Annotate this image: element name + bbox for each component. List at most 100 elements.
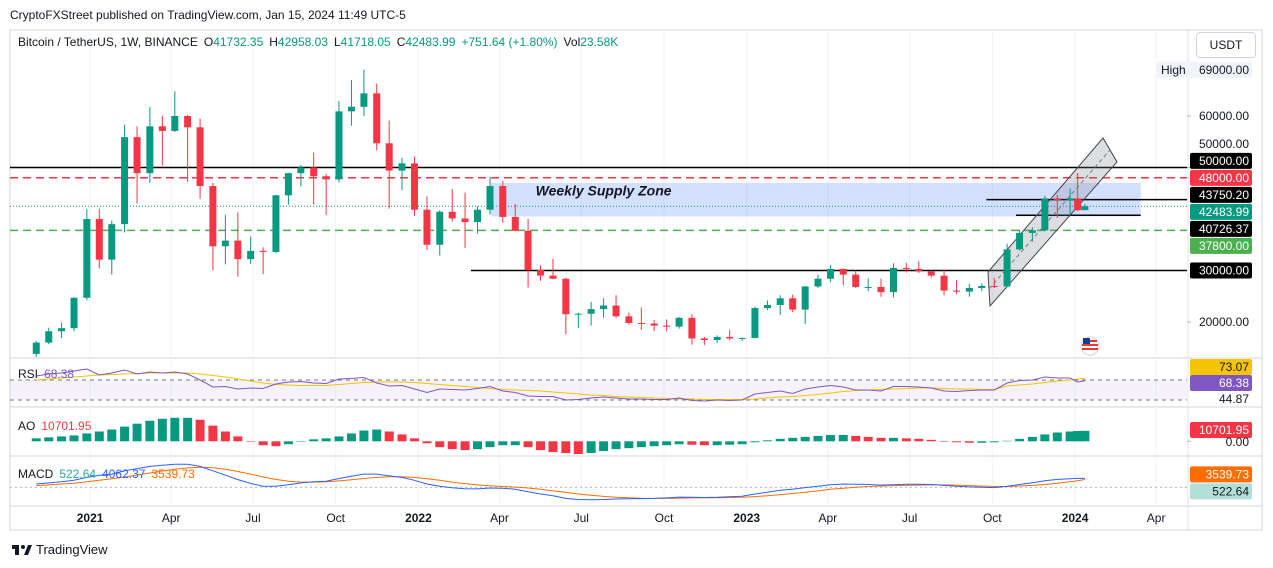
price-label: 50000.00 bbox=[1199, 154, 1249, 168]
price-label: 44.87 bbox=[1219, 392, 1249, 406]
price-label-bg bbox=[1190, 262, 1252, 279]
ao-bar bbox=[1040, 434, 1050, 442]
price-label-bg bbox=[1190, 169, 1252, 186]
price-label: 3539.73 bbox=[1206, 468, 1250, 482]
price-label: 30000.00 bbox=[1199, 264, 1249, 278]
high-label-bg bbox=[1157, 61, 1252, 78]
ao-bar bbox=[44, 437, 54, 442]
candle-body bbox=[1003, 249, 1011, 287]
candle-body bbox=[801, 286, 809, 310]
macd-signal-line bbox=[36, 466, 1085, 499]
candle-body bbox=[511, 216, 519, 231]
ao-bar bbox=[851, 435, 861, 442]
candle-body bbox=[184, 115, 192, 128]
x-tick-label: 2023 bbox=[733, 511, 760, 525]
ohlc-key: L bbox=[333, 35, 341, 49]
candle-body bbox=[524, 230, 532, 270]
ao-bar bbox=[447, 441, 457, 450]
ao-bar bbox=[649, 441, 659, 447]
rsi-name: RSI bbox=[18, 367, 39, 381]
ao-bar bbox=[977, 441, 987, 443]
candle-body bbox=[335, 111, 343, 180]
ao-bar bbox=[82, 433, 92, 442]
candle-body bbox=[474, 209, 482, 223]
ao-bar bbox=[800, 436, 810, 442]
candle-body bbox=[259, 250, 267, 252]
ao-bar bbox=[989, 441, 999, 443]
candle-body bbox=[196, 127, 204, 187]
candle-body bbox=[751, 308, 759, 338]
price-label: 20000.00 bbox=[1199, 315, 1249, 329]
candle-body bbox=[953, 290, 961, 292]
macd-signal: 3539.73 bbox=[151, 467, 195, 481]
ao-bar bbox=[737, 441, 747, 445]
ao-bar bbox=[435, 441, 445, 448]
ao-bar bbox=[473, 441, 483, 450]
ao-bar bbox=[422, 441, 432, 444]
ohlc-key: C bbox=[396, 35, 406, 49]
candle-body bbox=[436, 211, 444, 245]
change: +751.64 (+1.80%) bbox=[461, 35, 558, 49]
macd-legend: MACD 522.64 4062.37 3539.73 bbox=[18, 467, 195, 481]
high-label: High bbox=[1161, 63, 1186, 77]
ao-bar bbox=[157, 418, 167, 442]
ao-bar bbox=[372, 429, 382, 442]
x-tick-label: Jul bbox=[245, 511, 260, 525]
ao-bar bbox=[662, 441, 672, 446]
price-label: 522.64 bbox=[1212, 485, 1249, 499]
candle-body bbox=[486, 186, 494, 210]
candle-body bbox=[990, 285, 998, 287]
ao-bar bbox=[57, 436, 67, 442]
price-label-bg bbox=[1190, 359, 1252, 375]
price-label: 73.07 bbox=[1219, 360, 1249, 374]
ao-bar bbox=[346, 433, 356, 442]
candle-body bbox=[864, 286, 872, 288]
x-tick-label: Apr bbox=[490, 511, 509, 525]
ohlc-field: C42483.99 bbox=[397, 35, 456, 49]
candle-body bbox=[385, 143, 393, 171]
ao-bar bbox=[283, 441, 293, 445]
ao-bar bbox=[762, 440, 772, 442]
ao-bar bbox=[359, 430, 369, 442]
ao-bar bbox=[409, 438, 419, 442]
ao-bar bbox=[485, 441, 495, 448]
price-label: 37800.00 bbox=[1199, 239, 1249, 253]
ao-bar bbox=[712, 441, 722, 446]
volume-key: Vol bbox=[563, 35, 581, 49]
candle-body bbox=[1016, 232, 1024, 250]
candle-body bbox=[738, 337, 746, 339]
ao-bar bbox=[536, 441, 546, 451]
currency-button[interactable]: USDT bbox=[1196, 32, 1256, 58]
candle-body bbox=[284, 173, 292, 196]
candle-body bbox=[902, 267, 910, 269]
candle-body bbox=[95, 218, 103, 260]
rsi-value: 68.38 bbox=[44, 367, 75, 381]
ao-bar bbox=[69, 435, 79, 442]
ao-bar bbox=[725, 441, 735, 445]
candle-body bbox=[814, 278, 822, 287]
ohlc-field: O41732.35 bbox=[204, 35, 263, 49]
candle-body bbox=[574, 313, 582, 315]
candle-body bbox=[789, 298, 797, 310]
ao-bar bbox=[699, 441, 709, 446]
ao-bar bbox=[901, 438, 911, 442]
candle-body bbox=[209, 186, 217, 247]
ao-bar bbox=[876, 437, 886, 442]
candle-body bbox=[587, 309, 595, 314]
candle-body bbox=[45, 331, 53, 343]
ao-bar bbox=[1052, 432, 1062, 442]
candle-body bbox=[612, 305, 620, 317]
ao-bar bbox=[838, 434, 848, 442]
candle-body bbox=[234, 240, 242, 260]
publish-note: CryptoFXStreet published on TradingView.… bbox=[10, 8, 406, 22]
ao-bar bbox=[107, 429, 117, 442]
ao-bar bbox=[687, 441, 697, 445]
ao-bar bbox=[586, 441, 596, 454]
ao-bar bbox=[271, 441, 281, 447]
ao-bar bbox=[397, 434, 407, 442]
candle-body bbox=[322, 176, 330, 180]
ao-bar bbox=[939, 441, 949, 442]
price-label-bg bbox=[1190, 237, 1252, 254]
candle-body bbox=[423, 209, 431, 245]
